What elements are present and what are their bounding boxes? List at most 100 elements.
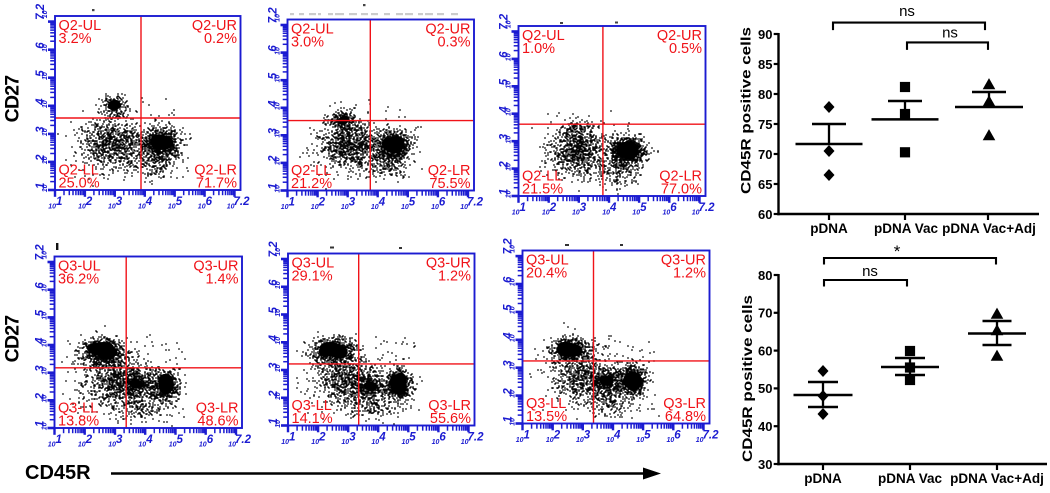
svg-text:2: 2 [549,202,557,214]
svg-text:Q2-LL: Q2-LL [522,169,562,185]
svg-text:55.6%: 55.6% [430,411,471,427]
svg-text:10: 10 [632,209,640,216]
svg-text:Q3-LL: Q3-LL [292,398,332,414]
svg-text:5: 5 [503,304,515,311]
svg-text:2: 2 [503,388,515,396]
svg-text:10: 10 [281,439,289,446]
svg-text:60: 60 [758,343,772,358]
svg-text:10: 10 [108,441,116,448]
svg-text:10: 10 [78,203,86,210]
svg-text:13.5%: 13.5% [526,409,567,425]
svg-text:pDNA Vac: pDNA Vac [878,471,943,486]
svg-text:4: 4 [378,197,386,209]
svg-text:60: 60 [758,207,772,222]
svg-text:71.7%: 71.7% [196,176,237,192]
svg-text:ns: ns [942,25,958,42]
svg-text:1.4%: 1.4% [205,272,238,288]
svg-text:10: 10 [42,184,49,192]
svg-text:10: 10 [228,441,236,448]
svg-text:Q2-LR: Q2-LR [194,163,237,179]
svg-text:7.2: 7.2 [35,3,47,20]
svg-text:7.2: 7.2 [234,196,251,208]
svg-text:1.2%: 1.2% [438,269,471,285]
svg-text:Q2-UL: Q2-UL [291,22,334,38]
svg-text:10: 10 [275,248,282,256]
svg-text:10: 10 [512,209,520,216]
svg-text:2: 2 [85,434,93,446]
svg-text:20.4%: 20.4% [526,266,567,282]
svg-text:Q3-UR: Q3-UR [193,259,238,275]
svg-text:5: 5 [640,202,647,214]
svg-text:10: 10 [275,102,282,110]
svg-text:2: 2 [268,390,280,398]
svg-text:10: 10 [275,364,282,372]
svg-text:5: 5 [268,307,280,314]
svg-text:10: 10 [311,204,319,211]
svg-text:10: 10 [42,156,49,164]
svg-text:6: 6 [439,197,446,209]
svg-text:6: 6 [674,430,681,442]
svg-text:10: 10 [78,441,86,448]
svg-text:10: 10 [275,392,282,400]
svg-text:6: 6 [499,51,511,58]
svg-text:13.8%: 13.8% [58,414,99,430]
svg-text:3: 3 [349,197,356,209]
svg-text:4: 4 [268,334,280,342]
svg-text:65: 65 [758,177,772,192]
svg-text:Q3-LR: Q3-LR [196,401,239,417]
svg-text:10: 10 [510,245,517,253]
svg-text:75.5%: 75.5% [429,176,470,192]
svg-text:10: 10 [510,418,517,426]
svg-text:10: 10 [602,209,610,216]
svg-text:Q3-UL: Q3-UL [292,256,335,272]
svg-text:4: 4 [378,432,386,444]
svg-text:1: 1 [288,197,294,209]
svg-text:5: 5 [176,196,183,208]
svg-text:10: 10 [506,81,513,89]
svg-text:10: 10 [576,437,584,444]
svg-text:Q3-LL: Q3-LL [58,401,98,417]
svg-text:3: 3 [349,432,356,444]
svg-text:70: 70 [758,147,772,162]
svg-text:3: 3 [268,362,280,369]
svg-text:pDNA: pDNA [810,221,848,236]
svg-text:10: 10 [402,439,410,446]
svg-text:7.2: 7.2 [499,13,511,30]
svg-text:10: 10 [516,437,524,444]
svg-text:4: 4 [613,430,621,442]
svg-text:6: 6 [670,202,677,214]
svg-text:10: 10 [198,203,206,210]
svg-text:3: 3 [35,126,47,133]
svg-text:10: 10 [542,209,550,216]
svg-text:77.0%: 77.0% [661,182,702,198]
svg-text:0.5%: 0.5% [669,41,702,57]
svg-text:36.2%: 36.2% [58,272,99,288]
svg-text:80: 80 [758,268,772,283]
svg-text:CD45R positive cells: CD45R positive cells [740,295,755,462]
svg-text:10: 10 [138,203,146,210]
svg-text:10: 10 [275,75,282,83]
svg-text:6: 6 [206,196,213,208]
svg-text:5: 5 [644,430,651,442]
svg-text:Q2-LL: Q2-LL [291,163,331,179]
svg-text:2: 2 [318,432,326,444]
svg-text:*: * [894,242,901,261]
svg-text:3: 3 [35,365,47,372]
svg-text:10: 10 [460,204,468,211]
svg-text:10: 10 [606,437,614,444]
svg-text:10: 10 [42,72,49,80]
svg-text:10: 10 [506,136,513,144]
svg-text:1.0%: 1.0% [522,41,555,57]
svg-text:10: 10 [42,251,49,259]
svg-text:10: 10 [506,190,513,198]
svg-text:10: 10 [275,420,282,428]
svg-text:10: 10 [48,441,56,448]
svg-text:pDNA Vac+Adj: pDNA Vac+Adj [942,221,1036,236]
svg-text:Q2-LR: Q2-LR [428,163,471,179]
svg-text:1: 1 [56,196,62,208]
svg-text:10: 10 [42,422,49,430]
svg-text:3: 3 [116,434,123,446]
svg-text:4: 4 [35,337,47,345]
svg-text:14.1%: 14.1% [292,411,333,427]
svg-text:10: 10 [696,437,704,444]
